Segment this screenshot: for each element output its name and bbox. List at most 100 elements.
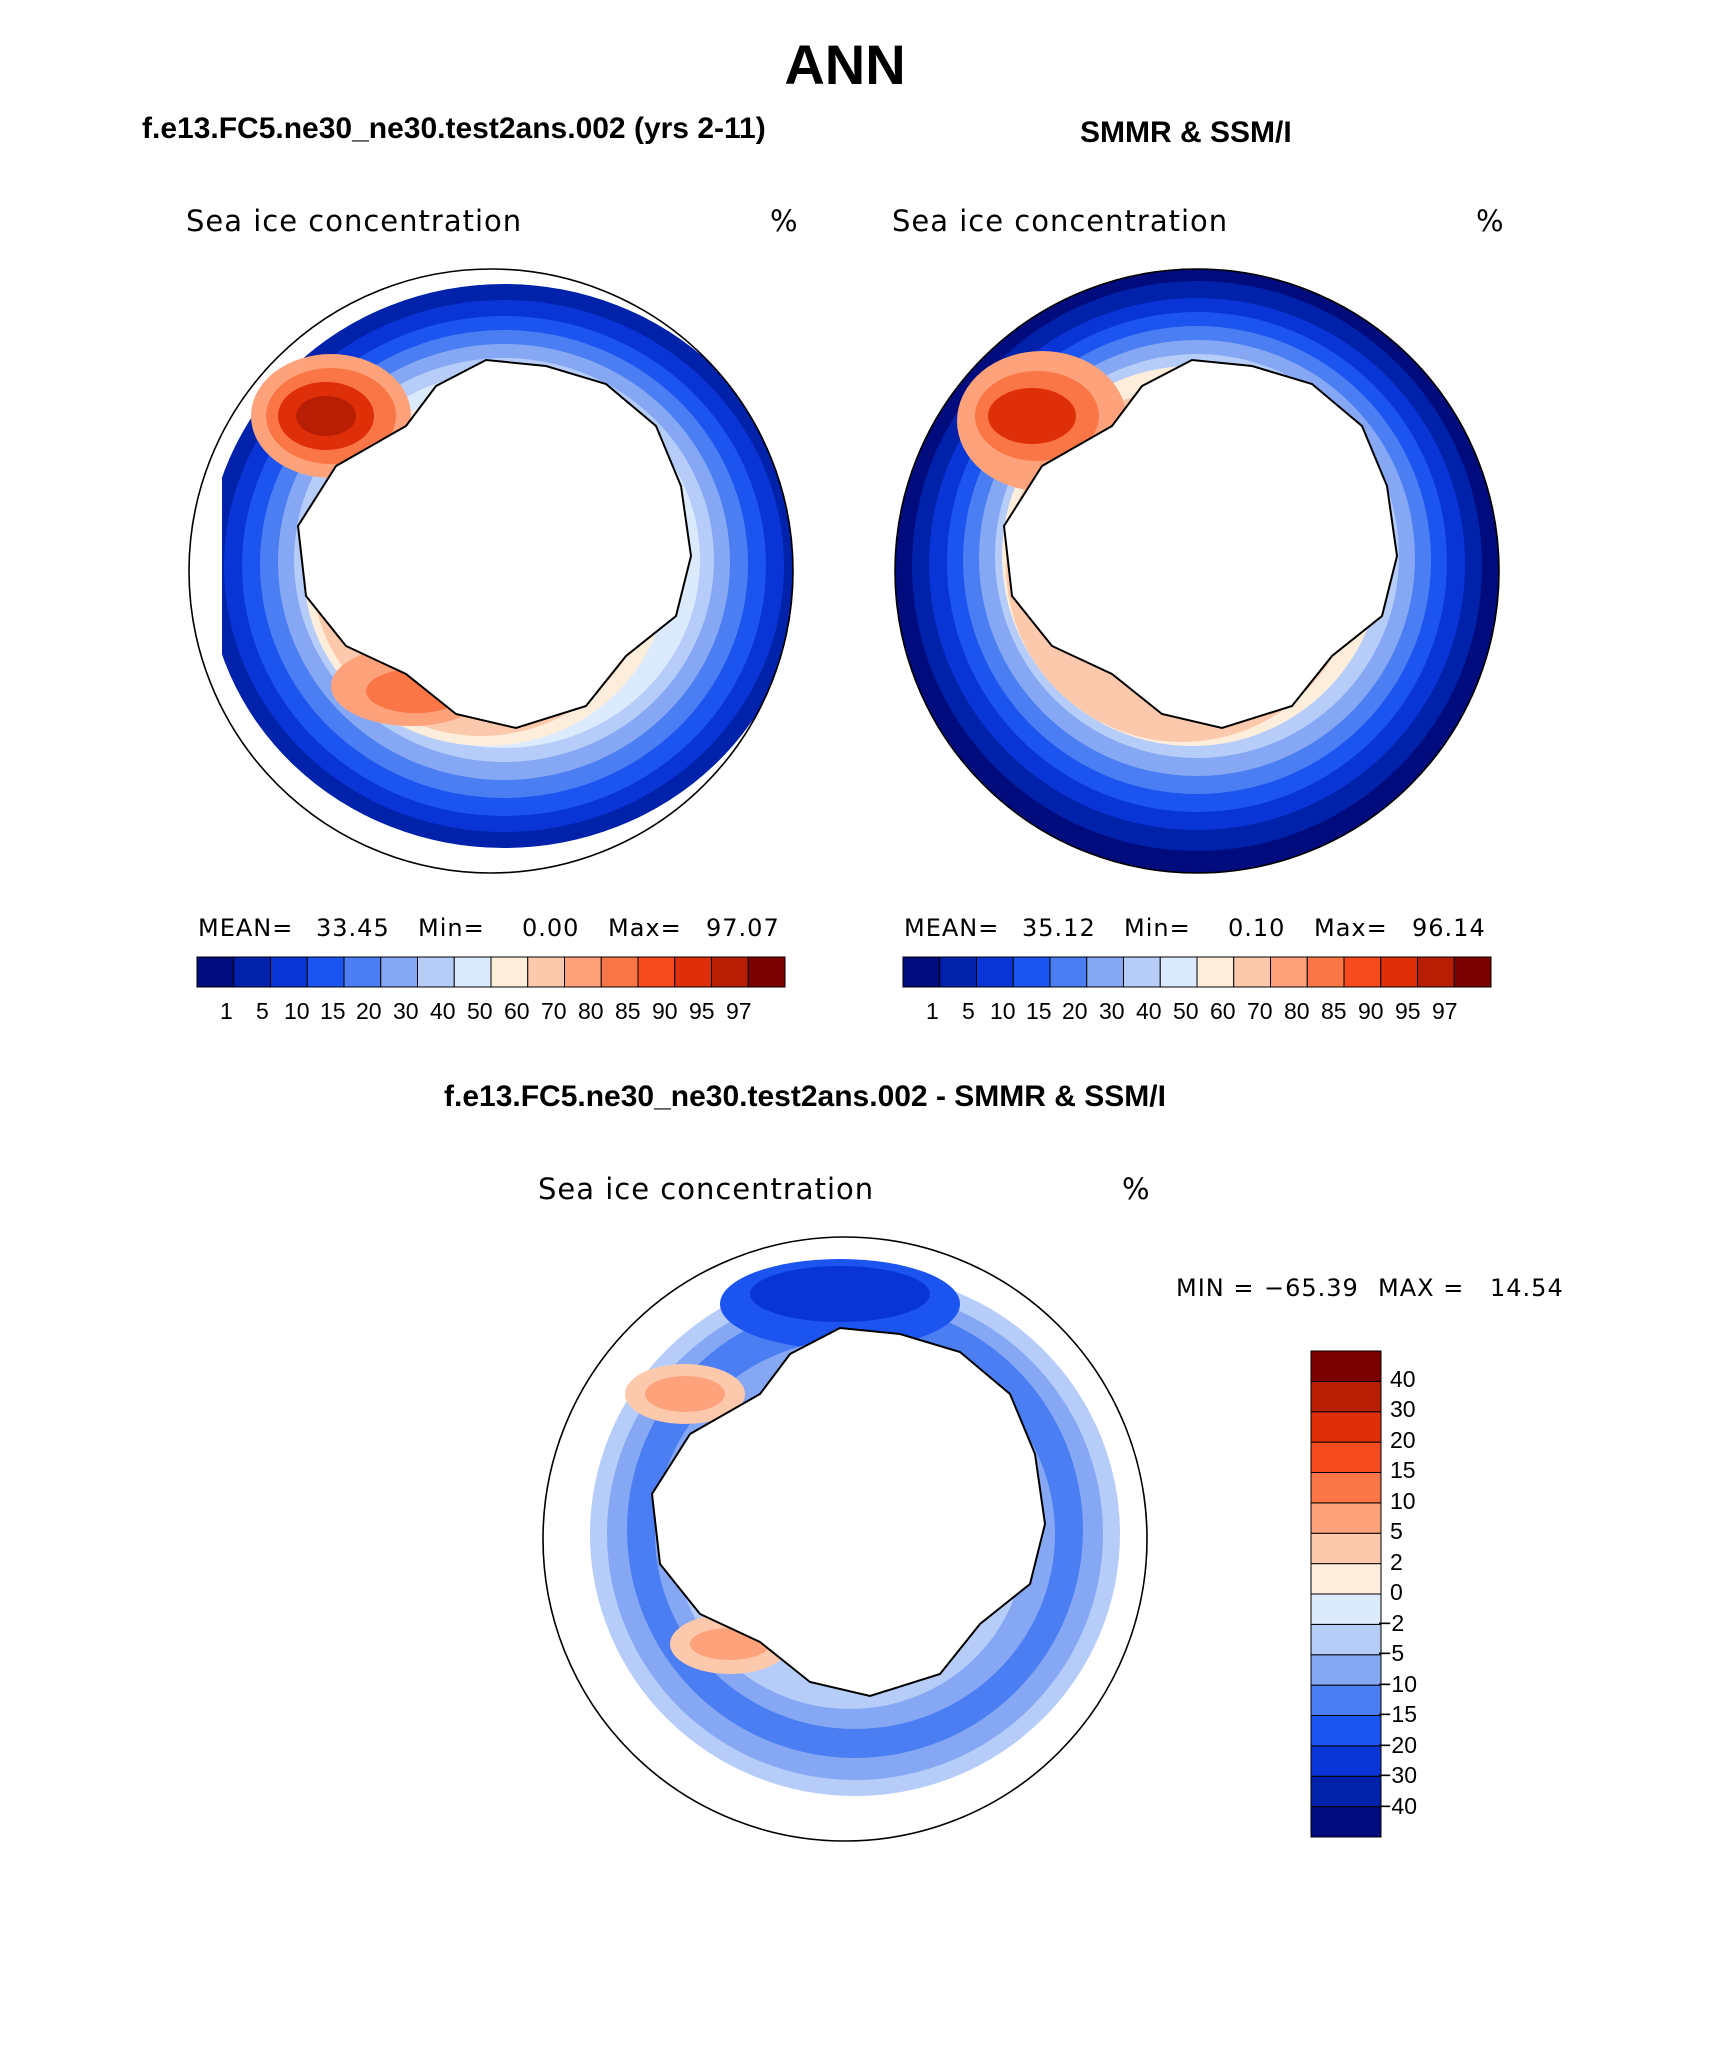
obs-cb-label: 95 <box>1395 998 1421 1024</box>
diff-cb-label: 2 <box>1390 1549 1403 1575</box>
colorbar-swatch <box>527 956 565 988</box>
colorbar-swatch <box>1417 956 1455 988</box>
model-units-label: % <box>770 204 799 238</box>
colorbar-swatch <box>490 956 529 988</box>
obs-cb-label: 10 <box>990 998 1016 1024</box>
colorbar-swatch <box>711 956 749 988</box>
colorbar-swatch <box>674 956 712 988</box>
colorbar-swatch <box>306 956 345 988</box>
obs-cb-label: 30 <box>1099 998 1125 1024</box>
model-ice-field <box>189 269 793 873</box>
colorbar-swatch <box>233 956 271 988</box>
obs-cb-label: 15 <box>1026 998 1052 1024</box>
obs-cb-label: 20 <box>1062 998 1088 1024</box>
diff-units-label: % <box>1122 1172 1151 1206</box>
model-cb-label: 30 <box>393 998 419 1024</box>
obs-variable-label: Sea ice concentration <box>892 204 1229 238</box>
colorbar-swatch <box>196 956 235 988</box>
model-cb-label: 95 <box>689 998 715 1024</box>
obs-max-value: 96.14 <box>1412 914 1486 942</box>
model-cb-label: 5 <box>256 998 269 1024</box>
colorbar-swatch <box>1310 1715 1382 1747</box>
colorbar-swatch <box>564 956 602 988</box>
colorbar-swatch <box>1310 1380 1382 1413</box>
model-cb-label: 1 <box>220 998 233 1024</box>
obs-cb-label: 90 <box>1358 998 1384 1024</box>
diff-min-label: MIN = <box>1176 1274 1255 1302</box>
colorbar-swatch <box>600 956 639 988</box>
colorbar-swatch <box>1123 956 1161 988</box>
diff-colorbar-labels: 40 30 20 15 10 5 2 0 −2 −5 −10 −15 −20 −… <box>1378 1350 1510 1838</box>
colorbar-swatch <box>1310 1684 1382 1716</box>
obs-max-label: Max= <box>1314 914 1388 942</box>
diff-cb-label: −15 <box>1378 1701 1418 1727</box>
model-panel-title: f.e13.FC5.ne30_ne30.test2ans.002 (yrs 2-… <box>142 112 766 145</box>
model-max-value: 97.07 <box>706 914 780 942</box>
colorbar-swatch <box>1343 956 1382 988</box>
model-cb-label: 85 <box>615 998 641 1024</box>
diff-max-label: MAX = <box>1378 1274 1465 1302</box>
obs-panel-title: SMMR & SSM/I <box>1080 116 1292 149</box>
colorbar-swatch <box>1086 956 1124 988</box>
model-cb-label: 97 <box>726 998 752 1024</box>
diff-max-value: 14.54 <box>1490 1274 1564 1302</box>
model-cb-label: 50 <box>467 998 493 1024</box>
diff-cb-label: 0 <box>1390 1579 1403 1605</box>
colorbar-swatch <box>1310 1411 1382 1443</box>
colorbar-swatch <box>1453 956 1492 988</box>
colorbar-swatch <box>417 956 455 988</box>
model-cb-label: 40 <box>430 998 456 1024</box>
obs-cb-label: 40 <box>1136 998 1162 1024</box>
colorbar-swatch <box>1310 1350 1382 1382</box>
colorbar-swatch <box>1310 1806 1382 1838</box>
diff-variable-label: Sea ice concentration <box>538 1172 875 1206</box>
colorbar-swatch <box>380 956 418 988</box>
obs-cb-label: 70 <box>1247 998 1273 1024</box>
colorbar-swatch <box>1310 1472 1382 1504</box>
obs-cb-label: 97 <box>1432 998 1458 1024</box>
model-mean-value: 33.45 <box>316 914 390 942</box>
model-variable-label: Sea ice concentration <box>186 204 523 238</box>
colorbar-swatch <box>453 956 492 988</box>
colorbar-swatch <box>1310 1563 1382 1595</box>
obs-cb-label: 80 <box>1284 998 1310 1024</box>
diff-cb-label: −10 <box>1378 1671 1418 1697</box>
obs-colorbar <box>902 956 1492 988</box>
diff-min-value: −65.39 <box>1264 1274 1359 1302</box>
colorbar-swatch <box>637 956 676 988</box>
model-cb-label: 15 <box>320 998 346 1024</box>
colorbar-swatch <box>902 956 941 988</box>
diff-cb-label: −20 <box>1378 1732 1418 1758</box>
obs-cb-label: 1 <box>926 998 939 1024</box>
model-colorbar <box>196 956 786 988</box>
colorbar-swatch <box>1310 1532 1382 1565</box>
model-max-label: Max= <box>608 914 682 942</box>
obs-min-value: 0.10 <box>1228 914 1286 942</box>
colorbar-swatch <box>939 956 977 988</box>
colorbar-swatch <box>1310 1745 1382 1777</box>
model-mean-label: MEAN= <box>198 914 294 942</box>
model-cb-label: 20 <box>356 998 382 1024</box>
colorbar-swatch <box>747 956 786 988</box>
model-min-label: Min= <box>418 914 485 942</box>
model-cb-label: 60 <box>504 998 530 1024</box>
obs-cb-label: 5 <box>962 998 975 1024</box>
colorbar-swatch <box>343 956 382 988</box>
diff-cb-label: −2 <box>1378 1610 1405 1636</box>
obs-mean-label: MEAN= <box>904 914 1000 942</box>
obs-units-label: % <box>1476 204 1505 238</box>
diff-cb-label: −30 <box>1378 1762 1418 1788</box>
colorbar-swatch <box>1310 1502 1382 1534</box>
colorbar-swatch <box>1310 1775 1382 1808</box>
diff-cb-label: 5 <box>1390 1518 1403 1544</box>
model-cb-label: 90 <box>652 998 678 1024</box>
model-min-value: 0.00 <box>522 914 580 942</box>
obs-polar-map <box>894 268 1500 874</box>
diff-polar-map <box>542 1236 1148 1842</box>
diff-cb-label: 20 <box>1390 1427 1416 1453</box>
obs-colorbar-labels: 1 5 10 15 20 30 40 50 60 70 80 85 90 95 … <box>902 998 1492 1028</box>
obs-mean-value: 35.12 <box>1022 914 1096 942</box>
colorbar-swatch <box>270 956 308 988</box>
colorbar-swatch <box>1196 956 1235 988</box>
colorbar-swatch <box>1270 956 1308 988</box>
